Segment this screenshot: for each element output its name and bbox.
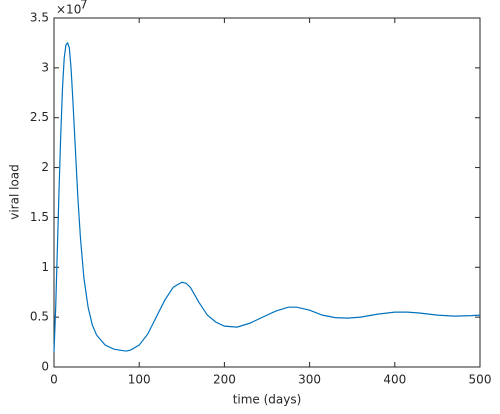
y-tick-label: 3.5 bbox=[30, 11, 49, 25]
x-tick-label: 300 bbox=[298, 373, 321, 387]
y-tick-label: 2 bbox=[41, 160, 49, 174]
x-tick-label: 0 bbox=[50, 373, 58, 387]
y-multiplier-exponent: 7 bbox=[80, 0, 88, 12]
y-tick-label: 0.5 bbox=[30, 310, 49, 324]
x-tick-label: 200 bbox=[213, 373, 236, 387]
y-tick-label: 0 bbox=[41, 360, 49, 374]
y-tick-label: 2.5 bbox=[30, 110, 49, 124]
x-tick-label: 400 bbox=[383, 373, 406, 387]
y-tick-label: 1.5 bbox=[30, 210, 49, 224]
x-tick-label: 100 bbox=[128, 373, 151, 387]
plot-box bbox=[53, 17, 481, 368]
x-axis-label: time (days) bbox=[233, 393, 302, 407]
y-tick-label: 1 bbox=[41, 260, 49, 274]
y-axis-label: viral load bbox=[8, 164, 22, 220]
line-series bbox=[53, 41, 481, 353]
y-tick-label: 3 bbox=[41, 60, 49, 74]
y-multiplier-base: ×10 bbox=[56, 3, 81, 17]
x-tick-label: 500 bbox=[469, 373, 492, 387]
